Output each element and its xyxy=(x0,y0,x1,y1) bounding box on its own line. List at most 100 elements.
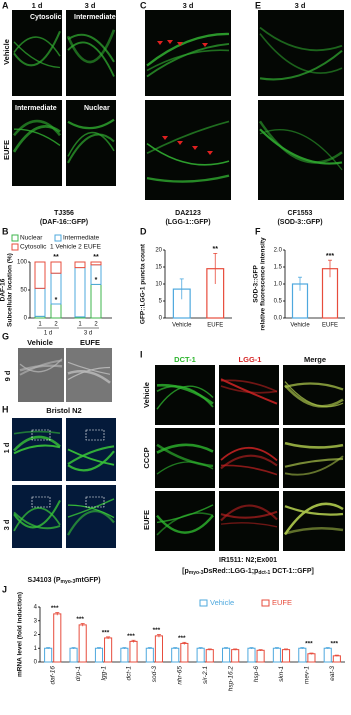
bar-segment xyxy=(90,261,102,266)
worm xyxy=(284,455,344,476)
significance: *** xyxy=(326,253,334,260)
column-label: 3 d xyxy=(183,1,194,10)
bar-segment xyxy=(50,261,62,274)
legend-swatch xyxy=(199,599,208,607)
x-tick-label: 2 xyxy=(54,322,58,328)
worm xyxy=(67,366,111,381)
caption: (DAF-16::GFP) xyxy=(40,219,88,226)
worm xyxy=(67,510,115,536)
worm xyxy=(259,33,343,74)
y-tick-label: 0 xyxy=(24,316,28,322)
worm xyxy=(67,133,115,164)
inset-box xyxy=(31,429,51,441)
significance: ** xyxy=(93,254,99,261)
worm xyxy=(13,511,61,530)
y-axis-label: GFP::LGG-1 puncta count xyxy=(140,243,147,324)
significance: *** xyxy=(102,630,110,637)
worm xyxy=(13,444,61,455)
micrograph xyxy=(12,10,62,96)
bar xyxy=(69,647,78,663)
worm xyxy=(156,385,214,410)
row-label: EUFE xyxy=(142,510,151,530)
worm xyxy=(258,120,343,164)
bar xyxy=(44,647,53,663)
bar xyxy=(307,653,316,663)
micrograph xyxy=(12,418,62,481)
worm xyxy=(146,49,230,72)
worm xyxy=(67,33,115,63)
x-tick-label: Vehicle xyxy=(172,323,192,329)
y-tick-label: 1.0 xyxy=(274,282,283,288)
y-axis-label: DAF-16 xyxy=(0,278,7,301)
worm xyxy=(259,49,343,81)
panel-label: E xyxy=(255,0,261,10)
panel-label: F xyxy=(255,226,261,236)
panel-label: A xyxy=(2,0,9,10)
worm xyxy=(13,430,61,435)
bar xyxy=(298,647,307,663)
inset-box xyxy=(85,429,105,441)
caption-part: DsRed::LGG-1;p xyxy=(203,568,258,575)
arrow-marker xyxy=(177,42,183,46)
y-tick-label: 2.0 xyxy=(274,248,283,254)
panel-label: I xyxy=(140,349,143,359)
bar-segment xyxy=(90,283,102,319)
micrograph xyxy=(145,100,231,200)
x-tick-label: hsp-16.2 xyxy=(227,666,234,692)
x-tick-label: hsp-6 xyxy=(253,666,260,683)
x-tick-label: EUFE xyxy=(322,323,338,329)
micrograph xyxy=(283,491,345,551)
caption: IR1511: N2;Ex001 xyxy=(219,557,277,564)
y-axis-label: Subcellular location (%) xyxy=(7,253,14,327)
x-tick-label: eat-3 xyxy=(329,666,336,681)
panel-title: Bristol N2 xyxy=(46,406,81,415)
legend-note: 1 Vehicle 2 EUFE xyxy=(50,244,102,251)
worm xyxy=(13,36,61,57)
bar xyxy=(323,647,332,663)
x-tick-label: skn-1 xyxy=(278,666,285,682)
bar xyxy=(205,649,214,663)
arrow-marker xyxy=(207,151,213,155)
y-axis-label: SOD-3::GFP xyxy=(253,265,260,303)
worm xyxy=(220,504,278,522)
caption: SJ4103 (Pmyo-3mtGFP) xyxy=(27,577,100,585)
y-axis-label: relative fluorescence intensity xyxy=(260,237,267,331)
y-tick-label: 10 xyxy=(155,282,162,288)
micrograph xyxy=(283,365,345,425)
worm xyxy=(284,382,344,391)
worm xyxy=(259,129,343,171)
x-tick-label: lgg-1 xyxy=(100,666,107,681)
worm xyxy=(156,385,214,408)
caption: (LGG-1::GFP) xyxy=(165,219,210,226)
bar xyxy=(247,647,256,663)
panel-label: B xyxy=(2,226,9,236)
legend-label: Vehicle xyxy=(210,598,234,607)
legend-swatch xyxy=(54,234,62,242)
worm xyxy=(67,361,111,375)
worm xyxy=(12,119,62,137)
row-label: 3 d xyxy=(2,519,11,530)
significance: *** xyxy=(178,635,186,642)
inset-box xyxy=(85,496,105,508)
legend-swatch xyxy=(261,599,270,607)
image-label: Nuclear xyxy=(84,105,110,112)
x-tick-label: drp-1 xyxy=(75,666,82,682)
bar-segment xyxy=(34,261,46,289)
worm xyxy=(284,441,344,449)
legend-label: Intermediate xyxy=(63,235,100,242)
y-tick-label: 0 xyxy=(34,660,38,666)
worm xyxy=(156,383,214,405)
worm xyxy=(220,447,278,462)
bar xyxy=(231,649,240,663)
legend-swatch xyxy=(11,234,19,242)
bar-segment xyxy=(34,287,46,317)
legend-label: EUFE xyxy=(272,598,292,607)
worm xyxy=(283,502,344,536)
worm xyxy=(220,522,278,528)
bar xyxy=(222,647,231,663)
row-label: Vehicle xyxy=(2,39,11,65)
caption: TJ356 xyxy=(54,210,74,217)
bar-segment xyxy=(74,267,86,318)
caption: (SOD-3::GFP) xyxy=(277,219,322,226)
caption-subscript: myo-3 xyxy=(61,579,76,585)
